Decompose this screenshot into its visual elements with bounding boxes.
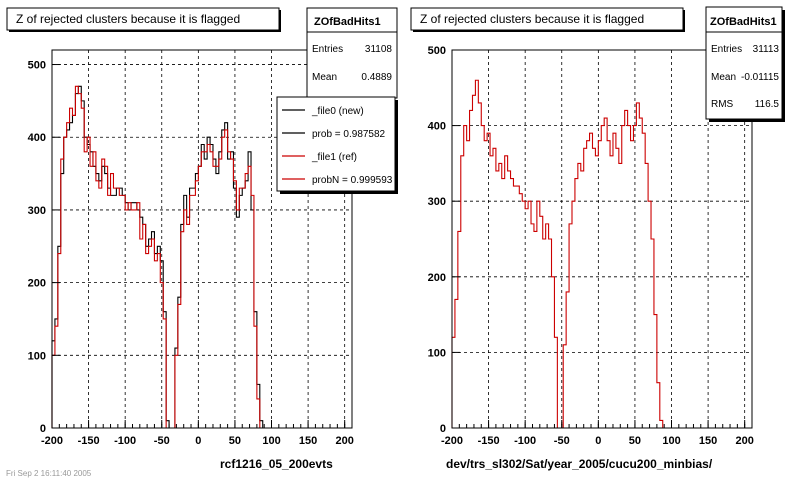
right-series-0	[451, 79, 695, 429]
right-title: Z of rejected clusters because it is fla…	[420, 12, 644, 26]
right-xtick-label: 100	[662, 435, 680, 447]
right-plot: 0 100 200 300 400 500 -200 -150 -100 -50 0 50 100 15…	[428, 45, 754, 447]
right-xtick-label: 150	[699, 435, 717, 447]
left-ytick-label: 500	[28, 60, 46, 72]
left-xtick-label: 50	[229, 435, 241, 447]
right-ytick-label: 500	[428, 45, 446, 57]
right-ytick-label: 200	[428, 272, 446, 284]
right-xtick-label: -150	[478, 435, 500, 447]
right-ytick-label: 0	[440, 423, 446, 435]
right-xticks: -200 -150 -100 -50 0 50 100 150 200	[441, 420, 754, 447]
right-xtick-label: -50	[554, 435, 570, 447]
left-xtick-label: -50	[154, 435, 170, 447]
right-series	[451, 79, 695, 429]
left-plot: 0 100 200 300 400 500 -200 -150 -100 -50 0 50 100 15…	[28, 49, 354, 447]
left-series-1	[51, 85, 295, 429]
left-stat-label-mean: Mean	[312, 72, 337, 83]
left-xtick-label: 200	[336, 435, 354, 447]
legend-entry-prob: prob = 0.987582	[312, 129, 386, 140]
right-stat-value-rms: 116.5	[755, 99, 780, 110]
left-xtick-label: -100	[114, 435, 136, 447]
right-yticks: 0 100 200 300 400 500	[428, 45, 460, 435]
right-xtick-label: -100	[514, 435, 536, 447]
left-title-box: Z of rejected clusters because it is fla…	[6, 7, 281, 32]
left-xtick-label: -200	[41, 435, 63, 447]
left-xtick-label: -150	[78, 435, 100, 447]
legend-entry-file1: _file1 (ref)	[311, 152, 357, 163]
right-stat-label-entries: Entries	[711, 44, 742, 55]
left-stats-name: ZOfBadHits1	[314, 16, 381, 28]
left-ytick-label: 400	[28, 132, 46, 144]
right-stat-value-entries: 31113	[753, 44, 780, 55]
right-ytick-label: 100	[428, 347, 446, 359]
legend-entry-file0: _file0 (new)	[311, 106, 364, 117]
left-stat-value-entries: 31108	[365, 44, 393, 55]
right-xlabel: dev/trs_sl302/Sat/year_2005/cucu200_minb…	[446, 457, 713, 471]
left-xtick-label: 0	[195, 435, 201, 447]
right-xtick-label: 0	[595, 435, 601, 447]
right-stat-label-mean: Mean	[711, 72, 736, 83]
left-yticks: 0 100 200 300 400 500	[28, 60, 60, 435]
right-stat-value-mean: -0.01115	[741, 72, 779, 83]
right-pad: Z of rejected clusters because it is fla…	[410, 6, 785, 471]
left-pad: Z of rejected clusters because it is fla…	[6, 7, 398, 478]
left-xlabel: rcf1216_05_200evts	[220, 457, 333, 471]
right-stats-box: ZOfBadHits1 Entries 31113 Mean -0.01115 …	[705, 6, 785, 122]
left-grid	[51, 50, 352, 429]
right-plot-frame	[451, 49, 753, 429]
left-xtick-label: 150	[299, 435, 317, 447]
left-xtick-label: 100	[262, 435, 280, 447]
right-xtick-label: 50	[629, 435, 641, 447]
legend-entry-probn: probN = 0.999593	[312, 175, 393, 186]
left-xticks: -200 -150 -100 -50 0 50 100 150 200	[41, 420, 354, 447]
left-ytick-label: 0	[40, 423, 46, 435]
left-legend: _file0 (new) prob = 0.987582 _file1 (ref…	[276, 96, 398, 194]
left-ytick-label: 200	[28, 278, 46, 290]
right-stat-label-rms: RMS	[711, 99, 734, 110]
right-ytick-label: 300	[428, 196, 446, 208]
right-stats-name: ZOfBadHits1	[710, 16, 777, 28]
left-ytick-label: 100	[28, 350, 46, 362]
left-stats-box: ZOfBadHits1 Entries 31108 Mean 0.4889	[306, 7, 398, 99]
left-series	[51, 85, 295, 429]
right-xtick-label: 200	[736, 435, 754, 447]
right-ytick-label: 400	[428, 121, 446, 133]
right-title-box: Z of rejected clusters because it is fla…	[410, 7, 685, 32]
left-ytick-label: 300	[28, 205, 46, 217]
left-plot-frame	[51, 49, 353, 429]
right-xtick-label: -200	[441, 435, 463, 447]
left-stat-value-mean: 0.4889	[361, 72, 392, 83]
left-title: Z of rejected clusters because it is fla…	[16, 12, 240, 26]
left-date-text: Fri Sep 2 16:11:40 2005	[6, 469, 92, 478]
left-stat-label-entries: Entries	[312, 44, 343, 55]
